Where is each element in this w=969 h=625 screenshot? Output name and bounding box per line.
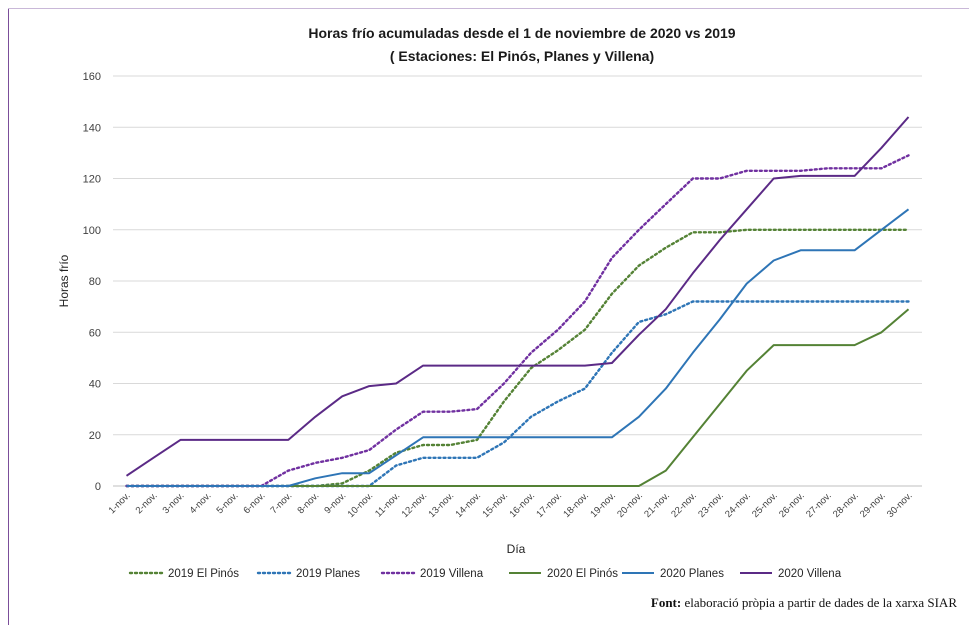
x-tick-label: 10-nov. <box>346 490 376 520</box>
x-tick-label: 6-nov. <box>241 490 267 516</box>
x-tick-label: 1-nov. <box>107 490 133 516</box>
x-tick-label: 25-nov. <box>750 490 780 520</box>
source-label: Font: <box>650 595 682 610</box>
x-tick-label: 15-nov. <box>480 490 510 520</box>
x-tick-label: 30-nov. <box>885 490 915 520</box>
legend: 2019 El Pinós 2019 Planes 2019 Villena 2020… <box>128 568 842 580</box>
x-tick-label: 28-nov. <box>831 490 861 520</box>
chart-title: Horas frío acumuladas desde el 1 de novi… <box>308 25 735 41</box>
x-axis-ticks: 1-nov. 2-nov. 3-nov. 4-nov. 5-nov. 6-nov. 7-no… <box>107 490 915 520</box>
x-tick-label: 27-nov. <box>804 490 834 520</box>
y-tick-label: 0 <box>95 481 101 493</box>
x-tick-label: 2-nov. <box>134 490 160 516</box>
legend-label: 2020 Planes <box>660 568 724 580</box>
x-axis-label: Día <box>507 542 526 556</box>
y-tick-label: 160 <box>83 71 101 83</box>
x-tick-label: 29-nov. <box>858 490 888 520</box>
y-tick-label: 40 <box>89 379 101 391</box>
x-tick-label: 24-nov. <box>723 490 753 520</box>
series-line <box>125 300 910 488</box>
y-tick-label: 20 <box>89 430 101 442</box>
frame-border-left <box>8 8 9 625</box>
x-tick-label: 13-nov. <box>427 490 457 520</box>
chart-subtitle: ( Estaciones: El Pinós, Planes y Villena… <box>390 48 654 64</box>
x-tick-label: 17-nov. <box>534 490 564 520</box>
x-tick-label: 7-nov. <box>268 490 294 516</box>
y-axis-ticks: 0 20 40 60 80 100 120 140 160 <box>83 71 101 493</box>
frame-border-top <box>8 8 969 9</box>
x-tick-label: 22-nov. <box>669 490 699 520</box>
x-tick-label: 21-nov. <box>642 490 672 520</box>
x-tick-label: 19-nov. <box>588 490 618 520</box>
y-tick-label: 80 <box>89 276 101 288</box>
source-note: Font: elaboració pròpia a partir de dade… <box>651 595 957 611</box>
x-tick-label: 26-nov. <box>777 490 807 520</box>
x-tick-label: 12-nov. <box>400 490 430 520</box>
x-tick-label: 3-nov. <box>161 490 187 516</box>
series-line <box>125 116 910 477</box>
x-tick-label: 5-nov. <box>215 490 241 516</box>
series-line <box>126 208 910 487</box>
x-tick-label: 14-nov. <box>453 490 483 520</box>
y-tick-label: 140 <box>83 122 101 134</box>
x-tick-label: 20-nov. <box>615 490 645 520</box>
source-text: elaboració pròpia a partir de dades de l… <box>684 595 957 610</box>
x-tick-label: 23-nov. <box>696 490 726 520</box>
x-tick-label: 4-nov. <box>188 490 214 516</box>
series-lines <box>125 116 910 488</box>
x-tick-label: 16-nov. <box>507 490 537 520</box>
gridlines <box>113 75 922 487</box>
y-tick-label: 100 <box>83 225 101 237</box>
legend-label: 2019 Villena <box>420 568 484 580</box>
legend-label: 2019 El Pinós <box>168 568 239 580</box>
series-line <box>126 308 910 487</box>
x-tick-label: 18-nov. <box>561 490 591 520</box>
y-tick-label: 120 <box>83 174 101 186</box>
x-tick-label: 8-nov. <box>295 490 321 516</box>
x-tick-label: 11-nov. <box>373 490 402 519</box>
y-tick-label: 60 <box>89 327 101 339</box>
series-line <box>125 228 910 488</box>
y-axis-label: Horas frío <box>57 254 71 307</box>
legend-label: 2020 El Pinós <box>547 568 618 580</box>
legend-label: 2020 Villena <box>778 568 842 580</box>
legend-label: 2019 Planes <box>296 568 360 580</box>
